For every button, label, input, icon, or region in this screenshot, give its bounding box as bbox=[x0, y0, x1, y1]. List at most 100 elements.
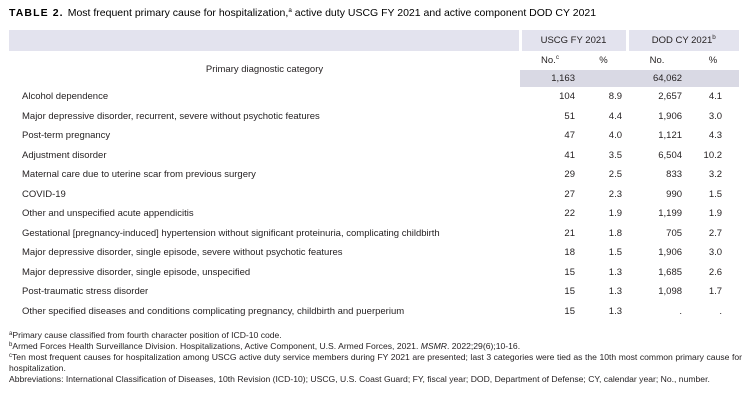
header-uscg-group: USCG FY 2021 bbox=[518, 30, 628, 51]
cell-dod-no: 1,685 bbox=[658, 266, 683, 278]
cell-uscg-no: 15 bbox=[564, 266, 575, 278]
header-uscg-no: No.c bbox=[520, 51, 580, 70]
cell-dod-no: 833 bbox=[666, 169, 683, 181]
footnote-a: aPrimary cause classified from fourth ch… bbox=[9, 330, 742, 341]
cell-dod-pct: 1.5 bbox=[708, 188, 723, 200]
uscg-group-label: USCG FY 2021 bbox=[540, 35, 607, 46]
cell-uscg-no: 51 bbox=[564, 110, 575, 122]
cell-uscg-pct: 4.0 bbox=[608, 130, 623, 142]
cell-uscg-pct: 1.3 bbox=[608, 286, 623, 298]
cell-uscg-pct: 1.9 bbox=[608, 208, 623, 220]
cell-category: Post-traumatic stress disorder bbox=[22, 286, 149, 298]
page: TABLE 2. Most frequent primary cause for … bbox=[9, 7, 742, 384]
uscg-no-footnote-marker-c: c bbox=[555, 54, 559, 61]
cell-dod-pct: 3.2 bbox=[708, 169, 723, 181]
footnote-a-marker: a bbox=[9, 331, 13, 337]
footnote-a-text: Primary cause classified from fourth cha… bbox=[12, 330, 282, 340]
table-title-text-2: active duty USCG FY 2021 and active comp… bbox=[291, 7, 597, 19]
table-row: Gestational [pregnancy-induced] hyperten… bbox=[9, 224, 739, 244]
cell-uscg-no: 41 bbox=[564, 149, 575, 161]
cell-dod-no: 2,657 bbox=[658, 91, 683, 103]
table-title: TABLE 2. Most frequent primary cause for … bbox=[9, 7, 741, 20]
header-dod-no: No. bbox=[627, 51, 688, 70]
table-row: Post-term pregnancy 47 4.0 1,121 4.3 bbox=[9, 126, 739, 146]
table-row: Other and unspecified acute appendicitis… bbox=[9, 204, 739, 224]
table-number-label: TABLE 2. bbox=[9, 7, 64, 19]
cell-uscg-no: 15 bbox=[564, 305, 575, 317]
uscg-no-label: No. bbox=[541, 55, 556, 66]
cell-uscg-pct: 8.9 bbox=[608, 91, 623, 103]
table-row: Major depressive disorder, recurrent, se… bbox=[9, 107, 739, 127]
cell-category: Maternal care due to uterine scar from p… bbox=[22, 169, 256, 181]
cell-dod-pct: 4.1 bbox=[708, 91, 723, 103]
footnote-c-marker: c bbox=[9, 353, 12, 359]
cell-dod-pct: 1.7 bbox=[708, 286, 723, 298]
total-dod-pct-empty bbox=[687, 70, 740, 87]
cell-dod-pct: 4.3 bbox=[708, 130, 723, 142]
cell-category: COVID-19 bbox=[22, 188, 66, 200]
footnote-c: cTen most frequent causes for hospitaliz… bbox=[9, 352, 742, 374]
dod-footnote-marker-b: b bbox=[712, 34, 716, 41]
cell-category: Other and unspecified acute appendicitis bbox=[22, 208, 194, 220]
cell-dod-pct: . bbox=[719, 305, 723, 317]
table-row: Adjustment disorder 41 3.5 6,504 10.2 bbox=[9, 146, 739, 166]
cell-category: Alcohol dependence bbox=[22, 91, 109, 103]
hospitalization-table: USCG FY 2021 DOD CY 2021b Primary diagno… bbox=[9, 30, 740, 322]
table-row: Alcohol dependence 104 8.9 2,657 4.1 bbox=[9, 87, 739, 107]
cell-uscg-no: 18 bbox=[564, 247, 575, 259]
footnote-b-marker: b bbox=[9, 342, 13, 348]
table-row: Major depressive disorder, single episod… bbox=[9, 243, 739, 263]
table-row: COVID-19 27 2.3 990 1.5 bbox=[9, 185, 739, 205]
cell-uscg-pct: 1.3 bbox=[608, 305, 623, 317]
cell-category: Major depressive disorder, recurrent, se… bbox=[22, 110, 320, 122]
stub-header: Primary diagnostic category bbox=[9, 51, 520, 87]
title-footnote-marker-a: a bbox=[288, 7, 292, 14]
header-dod-pct: % bbox=[687, 51, 740, 70]
cell-uscg-pct: 4.4 bbox=[608, 110, 623, 122]
cell-category: Major depressive disorder, single episod… bbox=[22, 266, 251, 278]
cell-dod-no: 990 bbox=[666, 188, 683, 200]
footnote-c-text: Ten most frequent causes for hospitaliza… bbox=[9, 352, 742, 373]
footnote-b: bArmed Forces Health Surveillance Divisi… bbox=[9, 341, 742, 352]
column-group-header-row: USCG FY 2021 DOD CY 2021b bbox=[9, 30, 740, 51]
cell-category: Gestational [pregnancy-induced] hyperten… bbox=[22, 227, 440, 239]
cell-dod-pct: 1.9 bbox=[708, 208, 723, 220]
cell-dod-pct: 3.0 bbox=[708, 110, 723, 122]
cell-dod-pct: 3.0 bbox=[708, 247, 723, 259]
cell-category: Other specified diseases and conditions … bbox=[22, 305, 405, 317]
totals-row: 1,163 64,062 bbox=[9, 70, 740, 87]
total-dod-no: 64,062 bbox=[627, 70, 688, 87]
stub-header-label: Primary diagnostic category bbox=[205, 63, 324, 75]
header-dod-group: DOD CY 2021b bbox=[625, 30, 740, 51]
cell-uscg-no: 15 bbox=[564, 286, 575, 298]
footnote-abbreviations: Abbreviations: International Classificat… bbox=[9, 374, 710, 384]
cell-dod-no: 1,121 bbox=[658, 130, 683, 142]
cell-dod-pct: 10.2 bbox=[703, 149, 723, 161]
cell-uscg-no: 22 bbox=[564, 208, 575, 220]
cell-dod-pct: 2.6 bbox=[708, 266, 723, 278]
cell-dod-no: 1,098 bbox=[658, 286, 683, 298]
cell-dod-no: 6,504 bbox=[658, 149, 683, 161]
table-row: Maternal care due to uterine scar from p… bbox=[9, 165, 739, 185]
table-title-text: Most frequent primary cause for hospital… bbox=[67, 7, 289, 19]
cell-uscg-pct: 1.3 bbox=[608, 266, 623, 278]
cell-dod-pct: 2.7 bbox=[708, 227, 723, 239]
group-header-spacer bbox=[9, 30, 520, 51]
cell-uscg-no: 21 bbox=[564, 227, 575, 239]
cell-category: Post-term pregnancy bbox=[22, 130, 111, 142]
cell-dod-no: . bbox=[679, 305, 683, 317]
cell-dod-no: 1,199 bbox=[658, 208, 683, 220]
table-row: Major depressive disorder, single episod… bbox=[9, 263, 739, 283]
cell-category: Major depressive disorder, single episod… bbox=[22, 247, 343, 259]
header-uscg-pct: % bbox=[580, 51, 628, 70]
column-subheader-row: Primary diagnostic category No.c % No. % bbox=[9, 51, 740, 87]
cell-uscg-no: 29 bbox=[564, 169, 575, 181]
cell-uscg-pct: 1.8 bbox=[608, 227, 623, 239]
table-row: Other specified diseases and conditions … bbox=[9, 302, 739, 322]
total-uscg-pct-empty bbox=[580, 70, 628, 87]
cell-dod-no: 1,906 bbox=[658, 247, 683, 259]
dod-group-label: DOD CY 2021 bbox=[651, 35, 713, 46]
cell-dod-no: 705 bbox=[666, 227, 683, 239]
footnote-b-text: Armed Forces Health Surveillance Divisio… bbox=[12, 341, 421, 351]
cell-dod-no: 1,906 bbox=[658, 110, 683, 122]
